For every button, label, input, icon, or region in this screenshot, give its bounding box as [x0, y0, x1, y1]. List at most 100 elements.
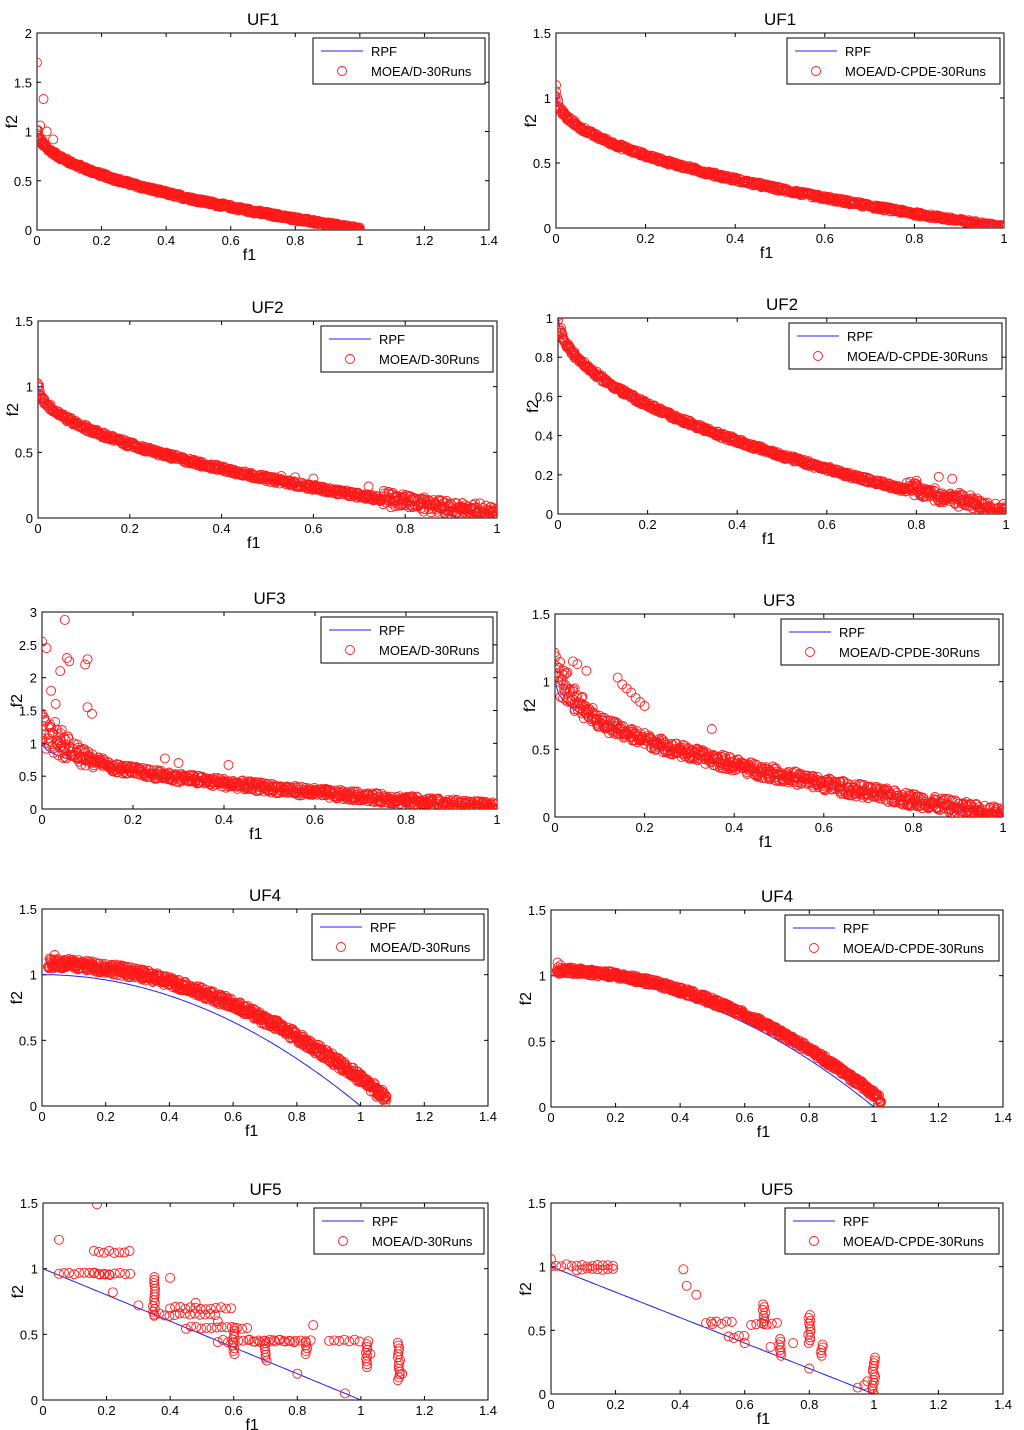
x-axis-label: f1	[762, 531, 775, 548]
data-point	[666, 738, 677, 749]
data-point	[42, 636, 47, 647]
data-point	[352, 222, 363, 230]
data-point	[178, 452, 189, 463]
y-axis-label: f2	[523, 114, 540, 127]
x-tick-label: 1	[1000, 231, 1007, 246]
x-tick-label: 0.6	[816, 231, 834, 246]
data-point	[421, 796, 432, 807]
data-point	[41, 126, 52, 137]
x-tick-label: 1.2	[415, 233, 433, 248]
data-point	[999, 221, 1004, 228]
y-tick-label: 1	[30, 736, 37, 751]
y-tick-label: 1	[543, 675, 550, 690]
data-point	[564, 340, 575, 351]
data-point	[55, 666, 66, 677]
chart-title: UF2	[766, 295, 798, 314]
data-point	[911, 475, 922, 486]
y-tick-label: 0.2	[535, 468, 553, 483]
data-point	[1000, 221, 1004, 228]
data-point	[413, 795, 424, 806]
data-point	[555, 657, 566, 667]
data-point	[58, 752, 68, 763]
y-tick-label: 0.5	[15, 445, 33, 460]
plot-area	[556, 80, 1004, 228]
x-axis-label: f1	[249, 826, 262, 843]
data-point	[738, 758, 749, 769]
data-point	[53, 735, 64, 746]
data-point	[568, 347, 579, 358]
x-tick-label: 0	[38, 812, 45, 827]
data-point	[558, 332, 568, 343]
legend-label-points: MOEA/D-30Runs	[371, 64, 472, 79]
data-point	[50, 698, 61, 709]
data-point	[42, 743, 52, 754]
data-point	[1001, 501, 1006, 512]
y-tick-label: 0	[543, 810, 550, 825]
y-tick-label: 0.5	[532, 742, 550, 757]
data-point	[354, 222, 365, 230]
data-point	[38, 381, 43, 392]
data-point	[940, 793, 951, 804]
data-point	[415, 503, 426, 514]
data-point	[588, 708, 599, 719]
y-tick-label: 0	[26, 511, 33, 526]
x-axis-label: f1	[243, 247, 256, 264]
x-tick-label: 1	[999, 820, 1006, 835]
legend-label-points: MOEA/D-CPDE-30Runs	[847, 349, 988, 364]
legend-points-swatch	[811, 66, 821, 76]
x-axis-label: f1	[759, 834, 772, 851]
y-tick-label: 0.8	[535, 350, 553, 365]
x-axis-label: f1	[247, 535, 260, 552]
x-tick-label: 0.8	[904, 820, 922, 835]
data-point	[900, 787, 911, 798]
plot-area	[558, 318, 1006, 514]
data-point	[478, 797, 489, 808]
x-tick-label: 0.4	[726, 231, 744, 246]
data-point	[363, 481, 374, 492]
data-point	[87, 708, 97, 719]
data-point	[449, 799, 459, 809]
x-tick-label: 0.2	[124, 812, 142, 827]
data-point	[561, 668, 572, 679]
data-point	[904, 788, 915, 799]
data-point	[644, 730, 654, 741]
data-point	[491, 506, 497, 517]
data-point	[556, 86, 561, 97]
data-point	[490, 511, 497, 518]
y-tick-label: 0.5	[19, 769, 37, 784]
data-point	[783, 773, 793, 784]
data-point	[596, 376, 607, 386]
data-point	[966, 807, 977, 817]
data-point	[656, 733, 667, 744]
x-tick-label: 0.4	[215, 812, 233, 827]
data-point	[792, 779, 803, 790]
data-point	[38, 392, 48, 403]
y-tick-label: 1.5	[15, 314, 33, 329]
data-point	[457, 498, 468, 508]
data-point	[587, 702, 598, 713]
data-point	[693, 744, 704, 755]
data-point	[38, 386, 45, 397]
data-point	[956, 489, 967, 500]
y-axis-label: f2	[4, 115, 21, 128]
data-point	[859, 780, 870, 790]
data-point	[452, 803, 463, 809]
y-tick-label: 1.5	[19, 704, 37, 719]
x-tick-label: 1.4	[480, 233, 498, 248]
legend-points-swatch	[345, 645, 355, 655]
x-tick-label: 0.8	[397, 812, 415, 827]
plot-area	[38, 378, 497, 518]
y-tick-label: 1	[26, 380, 33, 395]
data-point	[223, 760, 234, 770]
legend-points-swatch	[813, 351, 823, 361]
data-point	[698, 746, 709, 757]
y-tick-label: 0	[546, 507, 553, 522]
data-point	[490, 803, 497, 809]
x-tick-label: 0.4	[213, 521, 231, 536]
data-point	[38, 378, 43, 389]
